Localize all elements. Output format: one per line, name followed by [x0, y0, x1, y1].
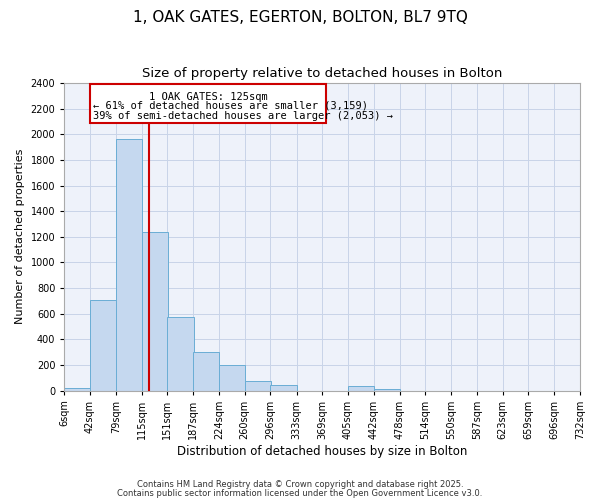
- Text: 1, OAK GATES, EGERTON, BOLTON, BL7 9TQ: 1, OAK GATES, EGERTON, BOLTON, BL7 9TQ: [133, 10, 467, 25]
- Text: ← 61% of detached houses are smaller (3,159): ← 61% of detached houses are smaller (3,…: [93, 100, 368, 110]
- Bar: [167, 317, 194, 390]
- Title: Size of property relative to detached houses in Bolton: Size of property relative to detached ho…: [142, 68, 502, 80]
- Bar: [90, 300, 116, 390]
- Bar: [116, 140, 142, 390]
- FancyBboxPatch shape: [90, 84, 326, 123]
- Bar: [219, 365, 245, 390]
- Y-axis label: Number of detached properties: Number of detached properties: [15, 149, 25, 324]
- Text: Contains public sector information licensed under the Open Government Licence v3: Contains public sector information licen…: [118, 488, 482, 498]
- Bar: [271, 385, 296, 390]
- Bar: [142, 232, 168, 390]
- Text: 1 OAK GATES: 125sqm: 1 OAK GATES: 125sqm: [149, 92, 268, 102]
- Bar: [348, 386, 374, 390]
- Bar: [245, 381, 271, 390]
- X-axis label: Distribution of detached houses by size in Bolton: Distribution of detached houses by size …: [177, 444, 467, 458]
- Bar: [64, 388, 91, 390]
- Text: 39% of semi-detached houses are larger (2,053) →: 39% of semi-detached houses are larger (…: [93, 111, 393, 121]
- Text: Contains HM Land Registry data © Crown copyright and database right 2025.: Contains HM Land Registry data © Crown c…: [137, 480, 463, 489]
- Bar: [374, 389, 400, 390]
- Bar: [193, 352, 219, 391]
